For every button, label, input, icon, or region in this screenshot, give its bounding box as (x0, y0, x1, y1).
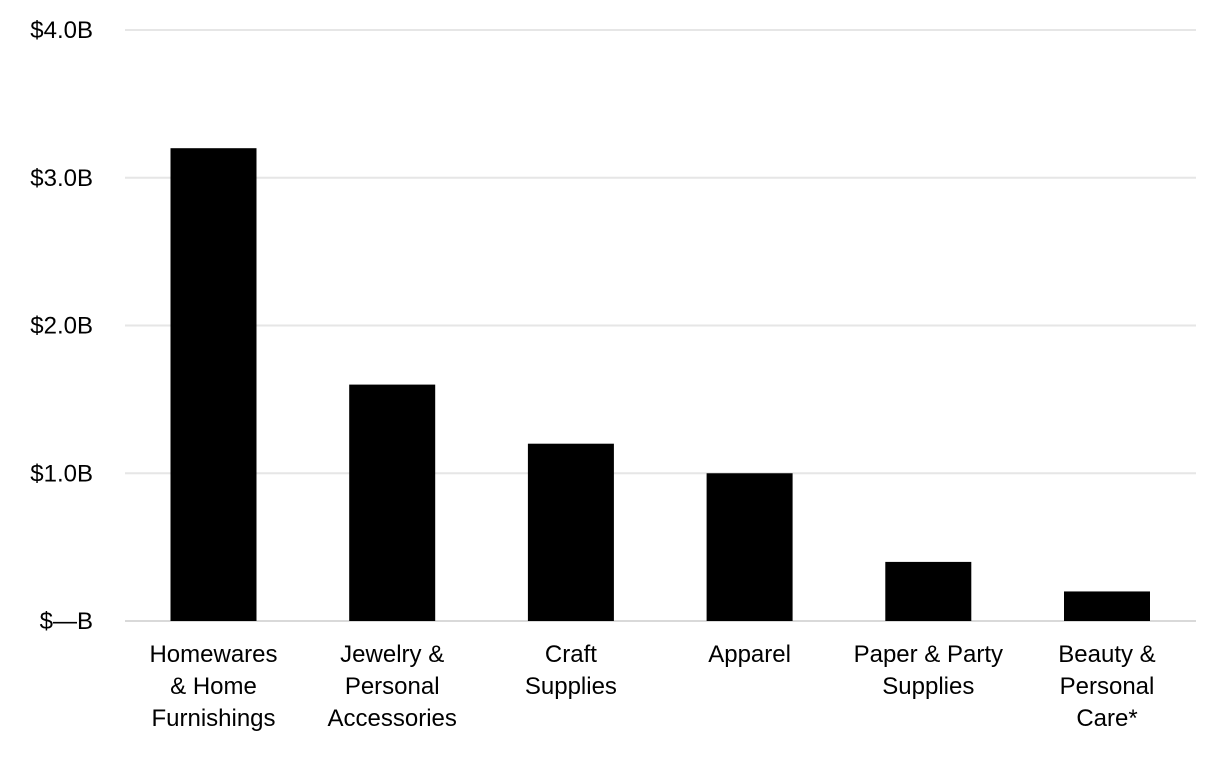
x-tick-label-line: Accessories (328, 705, 457, 732)
y-tick-label: $3.0B (30, 165, 93, 192)
gridlines (125, 29, 1196, 622)
x-tick-label-line: Supplies (882, 673, 974, 700)
x-tick-label-line: Jewelry & (340, 641, 444, 668)
x-tick-label-line: & Home (170, 673, 257, 700)
x-tick-label: Homewares & Home Furnishings (149, 641, 277, 732)
x-tick-label-line: Care* (1076, 705, 1137, 732)
x-tick-label: Apparel (708, 641, 791, 668)
y-axis-tick-labels: $—B $1.0B $2.0B $3.0B $4.0B (30, 17, 93, 635)
x-tick-label-line: Personal (345, 673, 440, 700)
bar (885, 561, 972, 621)
x-tick-label: Jewelry & Personal Accessories (328, 641, 457, 732)
bar (170, 148, 257, 621)
x-tick-label-line: Furnishings (151, 705, 275, 732)
x-axis-category-labels: Homewares & Home Furnishings Jewelry & Perso… (149, 641, 1155, 732)
x-tick-label-line: Homewares (149, 641, 277, 668)
bar (706, 473, 793, 621)
x-tick-label-line: Personal (1060, 673, 1155, 700)
bars (170, 148, 1150, 621)
x-tick-label-line: Apparel (708, 641, 791, 668)
x-tick-label-line: Beauty & (1058, 641, 1155, 668)
x-tick-label-line: Paper & Party (854, 641, 1003, 668)
x-tick-label: Craft Supplies (525, 641, 617, 700)
y-tick-label: $—B (40, 608, 93, 635)
x-tick-label: Beauty & Personal Care* (1058, 641, 1155, 732)
x-tick-label-line: Craft (545, 641, 597, 668)
x-tick-label-line: Supplies (525, 673, 617, 700)
bar (527, 443, 614, 621)
x-tick-label: Paper & Party Supplies (854, 641, 1003, 700)
bar (349, 384, 436, 621)
y-tick-label: $4.0B (30, 17, 93, 44)
y-tick-label: $1.0B (30, 460, 93, 487)
bar (1064, 591, 1150, 621)
y-tick-label: $2.0B (30, 313, 93, 340)
